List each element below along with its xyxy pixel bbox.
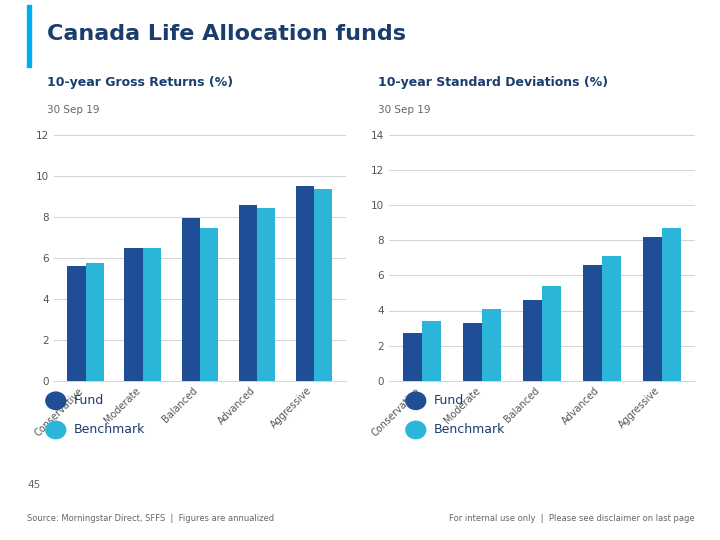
Text: Canada Life Allocation funds: Canada Life Allocation funds [47,24,406,44]
Bar [199,228,218,381]
Bar [314,189,333,381]
Text: Benchmark: Benchmark [73,423,145,436]
Bar [463,323,482,381]
Bar [523,300,542,381]
Bar [482,309,501,381]
Bar [86,263,104,381]
Text: For internal use only  |  Please see disclaimer on last page: For internal use only | Please see discl… [449,514,695,523]
Bar [296,186,314,381]
Text: Fund: Fund [433,394,464,407]
Bar [238,205,257,381]
Bar [143,248,161,381]
Bar [67,266,86,381]
Text: 10-year Gross Returns (%): 10-year Gross Returns (%) [47,76,233,89]
Bar [181,218,200,381]
Text: Benchmark: Benchmark [433,423,505,436]
Text: 10-year Standard Deviations (%): 10-year Standard Deviations (%) [378,76,608,89]
Bar [662,228,681,381]
Text: Fund: Fund [73,394,104,407]
Ellipse shape [406,421,426,438]
Ellipse shape [46,392,66,409]
Bar [125,248,143,381]
Bar [27,5,30,66]
Bar [541,286,561,381]
Text: Source: Morningstar Direct, SFFS  |  Figures are annualized: Source: Morningstar Direct, SFFS | Figur… [27,514,274,523]
Bar [402,333,422,381]
Text: 30 Sep 19: 30 Sep 19 [47,105,99,115]
Bar [602,256,621,381]
Text: 45: 45 [27,481,40,490]
Bar [582,265,602,381]
Ellipse shape [406,392,426,409]
Bar [642,237,662,381]
Bar [422,321,441,381]
Bar [257,208,275,381]
Ellipse shape [46,421,66,438]
Text: 30 Sep 19: 30 Sep 19 [378,105,431,115]
